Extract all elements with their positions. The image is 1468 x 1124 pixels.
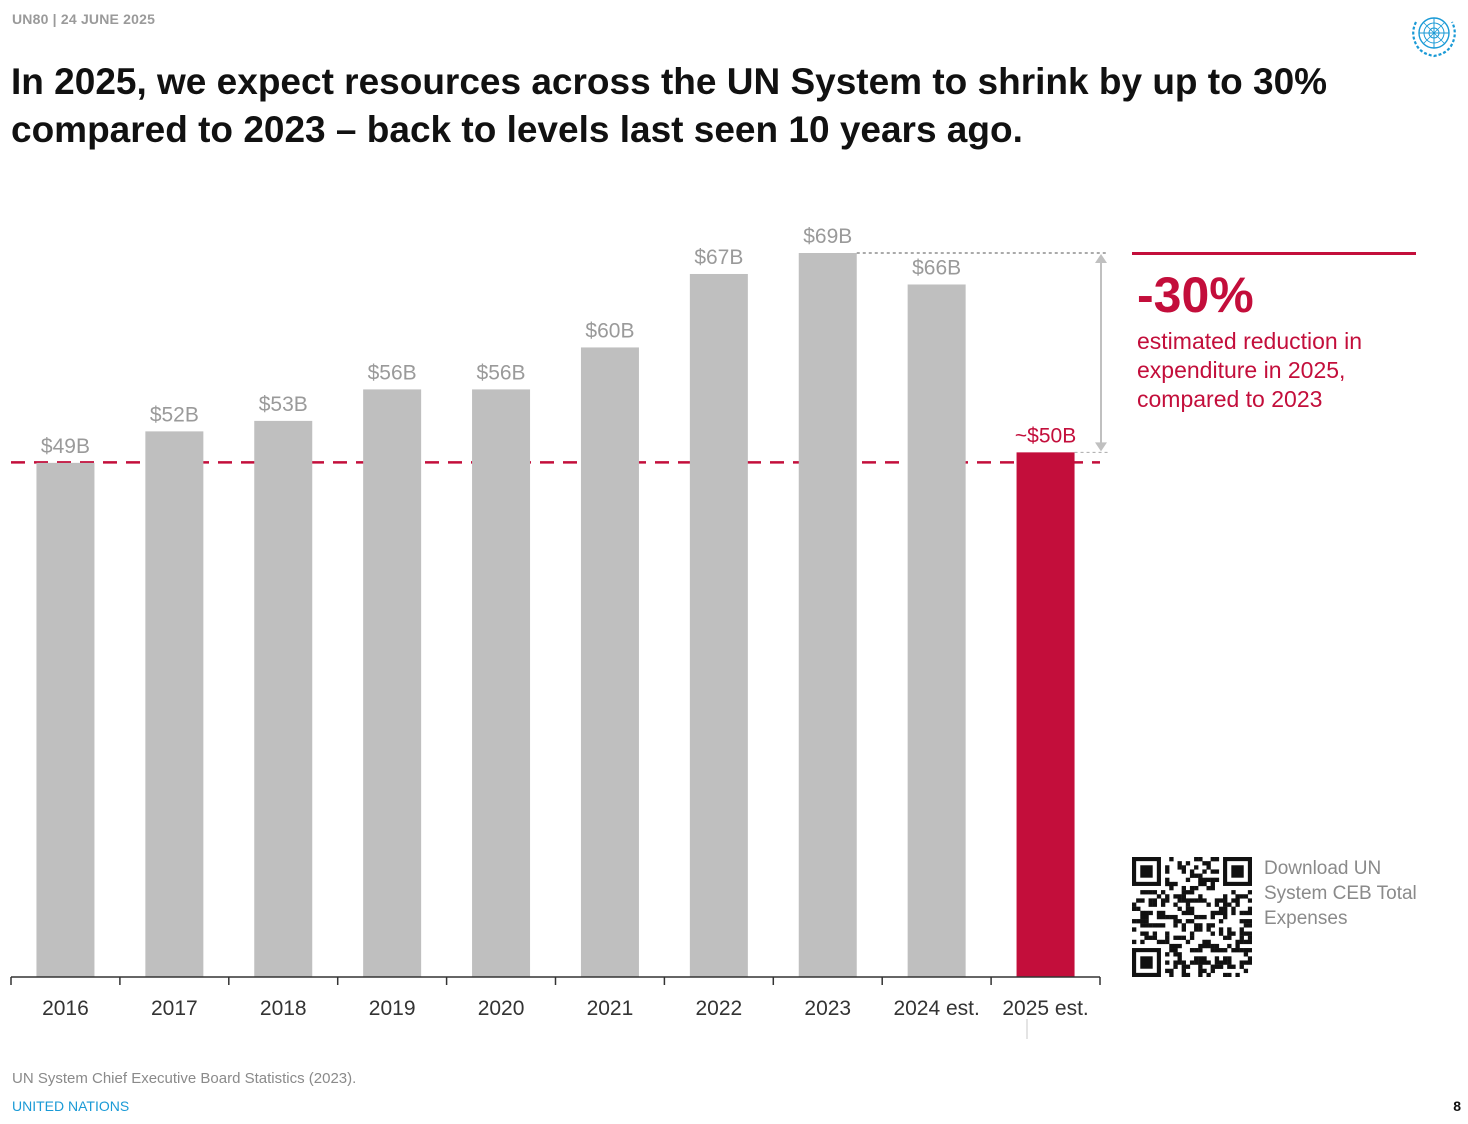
tick-label: 2019	[369, 997, 416, 1020]
source-note: UN System Chief Executive Board Statisti…	[12, 1070, 357, 1087]
tick-label: 2025 est.	[1002, 997, 1088, 1020]
page-title: In 2025, we expect resources across the …	[11, 61, 1328, 150]
bar-2025-est-	[1016, 452, 1075, 977]
qr-code-icon[interactable]	[1132, 857, 1252, 977]
tick-label: 2023	[804, 997, 851, 1020]
un-emblem-icon	[1412, 17, 1456, 58]
bar-2020	[472, 389, 531, 978]
data-label: $53B	[259, 393, 308, 416]
data-label: $49B	[41, 435, 90, 458]
data-label: ~$50B	[1015, 424, 1076, 447]
tick-label: 2017	[151, 997, 198, 1020]
data-label: $67B	[694, 246, 743, 269]
data-label: $56B	[477, 361, 526, 384]
tick-label: 2022	[695, 997, 742, 1020]
tick-label: 2024 est.	[893, 997, 979, 1020]
data-label: $69B	[803, 225, 852, 248]
bar-2017	[145, 431, 204, 977]
qr-caption: Download UN System CEB Total Expenses	[1264, 858, 1417, 929]
bar-2019	[363, 389, 422, 978]
arrow-head-down	[1095, 442, 1107, 452]
footer-org: UNITED NATIONS	[12, 1098, 130, 1114]
callout-text: estimated reduction in expenditure in 20…	[1137, 328, 1363, 412]
data-label: $66B	[912, 256, 961, 279]
data-label: $60B	[585, 319, 634, 342]
data-label: $56B	[368, 361, 417, 384]
bar-2023	[798, 253, 857, 977]
tick-label: 2018	[260, 997, 307, 1020]
callout-value: -30%	[1137, 267, 1254, 323]
page-number: 8	[1453, 1098, 1461, 1114]
header-tag: UN80 | 24 JUNE 2025	[12, 11, 156, 27]
bar-2022	[689, 273, 748, 978]
reduction-callout: -30% estimated reduction in expenditure …	[1132, 252, 1416, 414]
bar-2021	[580, 347, 639, 977]
callout-rule	[1132, 252, 1416, 255]
arrow-head-up	[1095, 254, 1107, 263]
bar-2018	[254, 420, 313, 978]
bar-2016	[36, 462, 95, 977]
tick-label: 2016	[42, 997, 89, 1020]
tick-label: 2021	[587, 997, 634, 1020]
bar-2024-est-	[907, 284, 966, 977]
tick-label: 2020	[478, 997, 525, 1020]
data-label: $52B	[150, 403, 199, 426]
